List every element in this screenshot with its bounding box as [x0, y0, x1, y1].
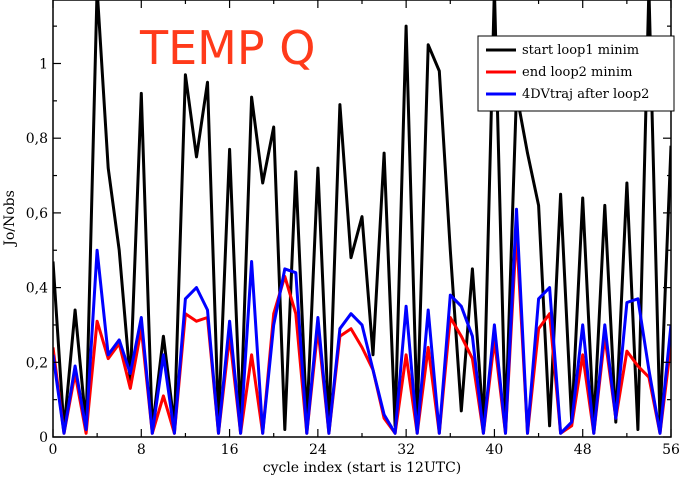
x-tick-label: 32: [397, 442, 415, 458]
legend: start loop1 minim end loop2 minim 4DVtraj …: [477, 35, 675, 112]
x-tick-label: 56: [662, 442, 680, 458]
x-tick-label: 48: [574, 442, 592, 458]
x-tick-label: 8: [137, 442, 146, 458]
plot-lines: [53, 0, 671, 435]
series-line-2: [53, 230, 671, 435]
y-tick-label: 1: [39, 56, 48, 72]
x-tick-label: 40: [486, 442, 504, 458]
legend-label: 4DVtraj after loop2: [522, 87, 649, 102]
x-axis-ticks: 0 8 16 24 32 40 48 56: [49, 0, 680, 458]
x-tick-label: 16: [221, 442, 239, 458]
y-tick-label: 0,6: [26, 206, 48, 222]
x-tick-label: 24: [309, 442, 327, 458]
y-axis-ticks: 0 0,2 0,4 0,6 0,8 1: [26, 25, 671, 446]
chart-annotation: TEMP Q: [139, 21, 315, 75]
legend-label: start loop1 minim: [522, 43, 639, 58]
y-tick-label: 0,4: [26, 281, 48, 297]
y-tick-label: 0,2: [26, 355, 48, 371]
series-line-3: [53, 207, 671, 435]
y-tick-label: 0,8: [26, 131, 48, 147]
legend-label: end loop2 minim: [522, 65, 632, 80]
y-axis-label: Jo/Nobs: [2, 190, 18, 248]
y-tick-label: 0: [39, 430, 48, 446]
x-tick-label: 0: [49, 442, 58, 458]
x-axis-label: cycle index (start is 12UTC): [263, 460, 462, 476]
